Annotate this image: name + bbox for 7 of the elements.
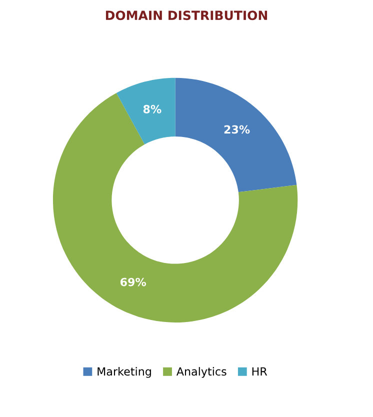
data-label: 23% xyxy=(224,125,250,134)
legend-label: HR xyxy=(252,367,268,376)
data-label: 8% xyxy=(143,104,162,114)
chart-title: DOMAIN DISTRIBUTION xyxy=(106,10,268,20)
data-label: 69% xyxy=(120,278,146,286)
legend-label: Analytics xyxy=(176,367,226,378)
legend-label: Marketing xyxy=(98,367,151,378)
